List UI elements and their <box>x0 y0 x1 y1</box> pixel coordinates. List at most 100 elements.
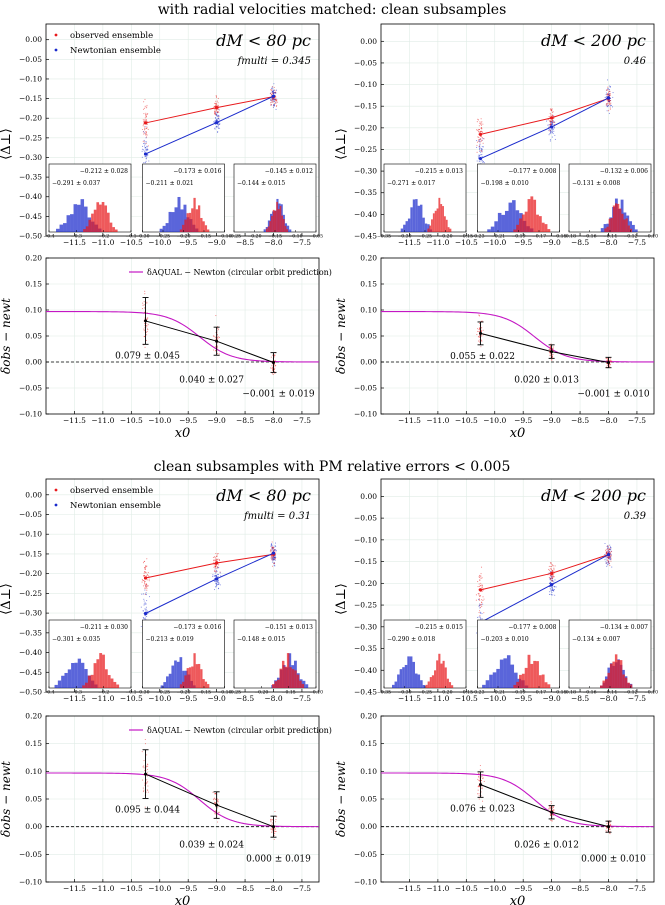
newtonian-point <box>217 574 219 576</box>
newtonian-point <box>218 583 220 585</box>
y-tick-label: −0.45 <box>354 232 377 241</box>
delta-sample-point <box>478 314 480 316</box>
observed-point <box>481 590 483 592</box>
newtonian-point <box>142 610 144 612</box>
observed-point <box>218 111 220 113</box>
newtonian-histogram-bar <box>409 656 413 688</box>
newtonian-line <box>145 552 274 614</box>
observed-point <box>144 571 146 573</box>
observed-histogram-bar <box>207 229 210 232</box>
observed-point <box>550 562 552 564</box>
observed-point <box>549 124 551 126</box>
newtonian-point <box>143 598 145 600</box>
observed-point <box>479 606 481 608</box>
newtonian-point <box>275 92 277 94</box>
newtonian-point <box>214 128 216 130</box>
observed-point <box>606 93 609 95</box>
observed-point <box>479 595 482 597</box>
observed-histogram-bar <box>90 674 94 688</box>
newtonian-point <box>143 604 145 606</box>
x-axis-label: x0 <box>175 894 191 905</box>
delta-value-label: 0.040 ± 0.027 <box>179 376 244 386</box>
x-tick-label: −9.0 <box>208 694 226 703</box>
observed-histogram-bar <box>516 681 520 688</box>
inset-frame <box>233 619 317 689</box>
observed-point <box>272 550 274 552</box>
newtonian-point <box>145 594 147 596</box>
inset-newtonian-label: −0.134 ± 0.007 <box>572 636 620 643</box>
observed-point <box>552 121 555 124</box>
newtonian-point <box>274 545 276 547</box>
newtonian-point <box>216 584 218 586</box>
observed-point <box>607 559 609 561</box>
observed-point <box>482 599 484 601</box>
newtonian-point <box>480 611 482 613</box>
observed-point <box>213 561 215 563</box>
newtonian-histogram-bar <box>414 673 418 688</box>
delta-sample-point <box>550 806 552 808</box>
delta-sample-point <box>609 828 611 830</box>
newtonian-point <box>605 93 607 95</box>
observed-point <box>146 104 148 106</box>
newtonian-point <box>273 104 275 106</box>
observed-point <box>143 141 145 143</box>
observed-histogram-bar <box>87 675 91 688</box>
delta-sample-point <box>216 353 219 355</box>
delta-sample-point <box>147 772 149 774</box>
delta-sample-point <box>213 335 215 337</box>
newtonian-histogram-bar <box>504 210 509 232</box>
delta-sample-point <box>275 830 277 833</box>
delta-sample-point <box>146 312 148 314</box>
observed-histogram-bar <box>207 684 210 688</box>
newtonian-point <box>604 559 606 561</box>
observed-histogram-bar <box>524 211 528 232</box>
newtonian-point <box>605 563 607 565</box>
observed-histogram-bar <box>604 228 607 232</box>
observed-point <box>145 119 147 121</box>
observed-histogram-bar <box>600 685 603 688</box>
newtonian-point <box>606 559 608 561</box>
delta-sample-point <box>143 773 145 775</box>
observed-point <box>145 585 147 587</box>
observed-point <box>480 575 482 577</box>
observed-point <box>273 548 275 550</box>
delta-sample-point <box>606 364 608 366</box>
observed-point <box>141 581 143 583</box>
newtonian-point <box>610 557 612 559</box>
newtonian-point <box>215 120 218 122</box>
delta-mean-marker <box>144 772 148 776</box>
newtonian-point <box>554 594 556 596</box>
observed-point <box>143 120 145 122</box>
inset-tick-label: −0.25 <box>156 234 170 240</box>
observed-point <box>481 584 483 586</box>
delta-sample-point <box>477 328 479 330</box>
f-multi-label: 0.39 <box>624 511 647 522</box>
delta-sample-point <box>550 343 552 345</box>
delta-sample-point <box>142 791 144 793</box>
newtonian-point <box>274 549 276 551</box>
x-tick-label: −7.5 <box>628 694 646 703</box>
newtonian-point <box>218 118 220 120</box>
observed-histogram-bar <box>299 680 302 688</box>
observed-line <box>480 554 609 591</box>
newtonian-point <box>482 137 484 140</box>
observed-histogram-bar <box>547 684 551 688</box>
observed-point <box>216 567 219 569</box>
observed-histogram-bar <box>93 663 97 688</box>
newtonian-point <box>272 106 274 108</box>
observed-point <box>481 599 483 601</box>
observed-point <box>146 558 148 560</box>
newtonian-point <box>553 589 555 591</box>
newtonian-point <box>271 87 273 89</box>
delta-value-label: 0.020 ± 0.013 <box>514 376 579 386</box>
delta-sample-point <box>147 764 149 766</box>
observed-histogram-bar <box>195 209 198 232</box>
observed-histogram-bar <box>547 229 551 232</box>
observed-point <box>481 121 483 123</box>
inset-newtonian-label: −0.131 ± 0.008 <box>572 180 620 187</box>
delta-sample-point <box>274 354 276 356</box>
observed-histogram-bar <box>193 653 196 688</box>
x-tick-label: −9.5 <box>179 884 197 893</box>
observed-point <box>552 574 554 576</box>
newtonian-point <box>606 79 609 81</box>
